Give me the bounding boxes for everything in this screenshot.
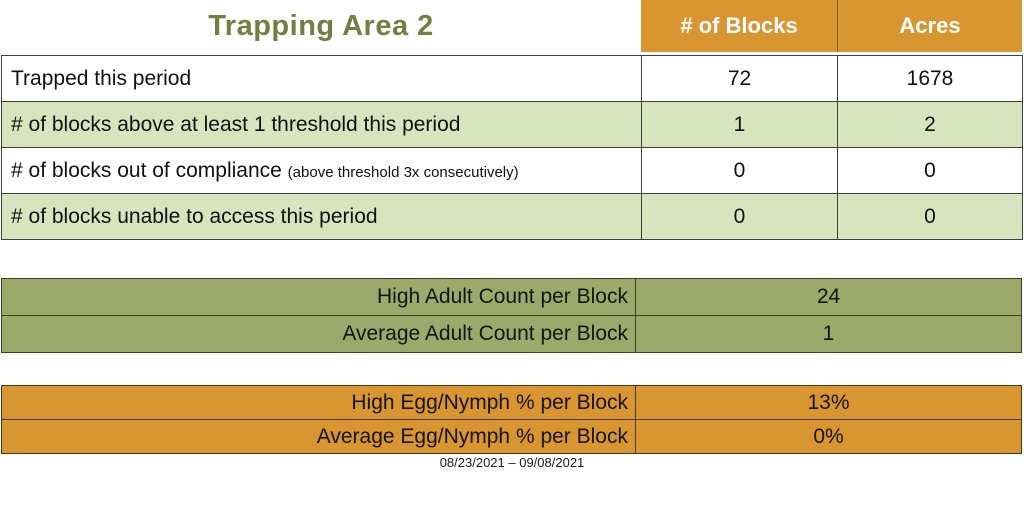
acres-value: 0 bbox=[837, 193, 1023, 240]
blocks-value: 0 bbox=[641, 193, 838, 240]
row-value: 24 bbox=[635, 278, 1022, 316]
row-label: # of blocks out of compliance (above thr… bbox=[1, 147, 642, 194]
row-label: High Egg/Nymph % per Block bbox=[1, 385, 636, 420]
table-row-trapped: Trapped this period 72 1678 bbox=[1, 55, 1023, 102]
acres-value: 0 bbox=[837, 147, 1023, 194]
table-row-high-adult: High Adult Count per Block 24 bbox=[1, 278, 1022, 316]
blocks-value: 72 bbox=[641, 55, 838, 102]
summary-table-body: Trapped this period 72 1678 # of blocks … bbox=[1, 55, 1023, 240]
blocks-value: 0 bbox=[641, 147, 838, 194]
row-value: 0% bbox=[635, 419, 1022, 454]
table-row-unable-to-access: # of blocks unable to access this period… bbox=[1, 193, 1023, 240]
summary-table-header-row: Trapping Area 2 # of Blocks Acres bbox=[1, 0, 1022, 52]
row-label: # of blocks unable to access this period bbox=[1, 193, 642, 240]
acres-value: 1678 bbox=[837, 55, 1023, 102]
blocks-value: 1 bbox=[641, 101, 838, 148]
table-row-above-threshold: # of blocks above at least 1 threshold t… bbox=[1, 101, 1023, 148]
title-cell: Trapping Area 2 bbox=[1, 0, 641, 52]
adult-count-table: High Adult Count per Block 24 Average Ad… bbox=[1, 278, 1022, 353]
column-header-blocks: # of Blocks bbox=[641, 0, 837, 52]
row-label-sub: (above threshold 3x consecutively) bbox=[287, 163, 519, 181]
date-range-caption: 08/23/2021 – 09/08/2021 bbox=[439, 455, 585, 470]
row-label: Average Adult Count per Block bbox=[1, 315, 636, 353]
column-header-acres: Acres bbox=[837, 0, 1022, 52]
acres-value: 2 bbox=[837, 101, 1023, 148]
egg-nymph-table: High Egg/Nymph % per Block 13% Average E… bbox=[1, 385, 1022, 454]
table-row-average-egg: Average Egg/Nymph % per Block 0% bbox=[1, 419, 1022, 454]
row-value: 1 bbox=[635, 315, 1022, 353]
row-label-main: # of blocks out of compliance bbox=[11, 158, 282, 182]
table-row-out-of-compliance: # of blocks out of compliance (above thr… bbox=[1, 147, 1023, 194]
row-label: High Adult Count per Block bbox=[1, 278, 636, 316]
page-title: Trapping Area 2 bbox=[208, 9, 434, 42]
row-value: 13% bbox=[635, 385, 1022, 420]
table-row-high-egg: High Egg/Nymph % per Block 13% bbox=[1, 385, 1022, 420]
table-row-average-adult: Average Adult Count per Block 1 bbox=[1, 315, 1022, 353]
trapping-summary-table: Trapping Area 2 # of Blocks Acres Trappe… bbox=[1, 0, 1023, 240]
row-label: Average Egg/Nymph % per Block bbox=[1, 419, 636, 454]
row-label: # of blocks above at least 1 threshold t… bbox=[1, 101, 642, 148]
row-label: Trapped this period bbox=[1, 55, 642, 102]
